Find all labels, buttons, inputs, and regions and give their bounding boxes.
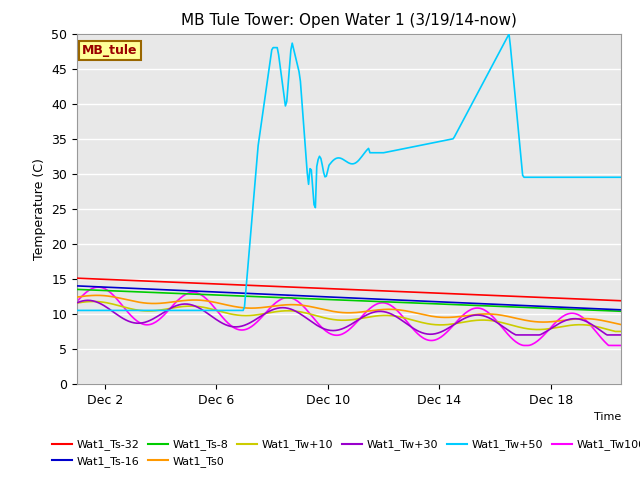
Wat1_Tw100 <box>520 343 528 348</box>
Wat1_Tw+50 <box>415 143 423 148</box>
Wat1_Ts-16 <box>138 286 146 292</box>
Wat1_Tw+50 <box>138 308 146 313</box>
Title: MB Tule Tower: Open Water 1 (3/19/14-now): MB Tule Tower: Open Water 1 (3/19/14-now… <box>181 13 516 28</box>
Wat1_Tw+50 <box>289 40 296 46</box>
Wat1_Tw+50 <box>617 174 625 180</box>
Wat1_Ts0 <box>467 312 475 318</box>
Wat1_Tw+50 <box>466 106 474 111</box>
Line: Wat1_Ts-8: Wat1_Ts-8 <box>77 289 621 311</box>
Wat1_Ts-8 <box>138 289 146 295</box>
Wat1_Tw+10 <box>252 312 259 318</box>
Wat1_Tw+30 <box>140 320 147 325</box>
Wat1_Tw+30 <box>617 332 625 338</box>
Wat1_Tw+30 <box>84 298 92 303</box>
Wat1_Ts-16 <box>289 292 296 298</box>
X-axis label: Time: Time <box>593 412 621 422</box>
Line: Wat1_Tw+10: Wat1_Tw+10 <box>77 301 621 331</box>
Wat1_Tw+30 <box>290 307 298 313</box>
Y-axis label: Temperature (C): Temperature (C) <box>33 158 45 260</box>
Wat1_Tw+10 <box>73 300 81 306</box>
Wat1_Ts-32 <box>617 298 625 304</box>
Wat1_Ts-32 <box>138 278 146 284</box>
Wat1_Tw+10 <box>140 308 147 313</box>
Wat1_Ts-16 <box>415 298 423 304</box>
Wat1_Tw+10 <box>467 318 475 324</box>
Wat1_Ts0 <box>93 292 101 298</box>
Wat1_Tw+30 <box>467 313 475 319</box>
Wat1_Ts-32 <box>73 276 81 281</box>
Wat1_Tw100 <box>290 296 298 302</box>
Wat1_Tw+30 <box>513 332 521 338</box>
Line: Wat1_Tw+50: Wat1_Tw+50 <box>77 34 621 311</box>
Wat1_Tw+30 <box>73 300 81 306</box>
Wat1_Ts-16 <box>466 300 474 306</box>
Wat1_Tw+30 <box>417 329 424 335</box>
Wat1_Ts0 <box>73 294 81 300</box>
Wat1_Ts-8 <box>289 295 296 301</box>
Line: Wat1_Ts-16: Wat1_Ts-16 <box>77 286 621 310</box>
Wat1_Ts-32 <box>250 283 258 288</box>
Wat1_Ts-32 <box>468 292 476 298</box>
Wat1_Tw+30 <box>252 317 259 323</box>
Wat1_Ts-8 <box>466 302 474 308</box>
Line: Wat1_Tw100: Wat1_Tw100 <box>77 287 621 346</box>
Wat1_Ts-8 <box>250 294 258 300</box>
Wat1_Tw+10 <box>417 319 424 325</box>
Wat1_Ts-8 <box>468 302 476 308</box>
Wat1_Ts0 <box>140 300 147 306</box>
Wat1_Tw+30 <box>470 312 477 318</box>
Wat1_Ts-32 <box>415 289 423 295</box>
Wat1_Tw+50 <box>250 191 258 197</box>
Wat1_Ts0 <box>252 305 259 311</box>
Legend: Wat1_Ts-32, Wat1_Ts-16, Wat1_Ts-8, Wat1_Ts0, Wat1_Tw+10, Wat1_Tw+30, Wat1_Tw+50,: Wat1_Ts-32, Wat1_Ts-16, Wat1_Ts-8, Wat1_… <box>47 435 640 471</box>
Wat1_Tw+10 <box>470 318 477 324</box>
Wat1_Ts-8 <box>617 308 625 314</box>
Wat1_Tw+10 <box>290 308 298 314</box>
Wat1_Ts-16 <box>468 300 476 306</box>
Wat1_Tw+50 <box>505 31 513 37</box>
Text: MB_tule: MB_tule <box>82 44 138 57</box>
Wat1_Tw+10 <box>611 328 619 334</box>
Wat1_Tw+10 <box>90 299 97 304</box>
Wat1_Ts0 <box>617 322 625 327</box>
Line: Wat1_Ts-32: Wat1_Ts-32 <box>77 278 621 301</box>
Wat1_Tw100 <box>140 322 147 327</box>
Wat1_Ts-8 <box>415 300 423 306</box>
Wat1_Ts0 <box>290 302 298 308</box>
Wat1_Tw100 <box>467 307 475 312</box>
Wat1_Tw100 <box>252 321 259 326</box>
Wat1_Ts-16 <box>250 291 258 297</box>
Wat1_Tw+50 <box>73 308 81 313</box>
Wat1_Tw100 <box>617 343 625 348</box>
Wat1_Tw100 <box>417 333 424 339</box>
Wat1_Tw100 <box>95 284 102 290</box>
Wat1_Ts-8 <box>73 287 81 292</box>
Line: Wat1_Ts0: Wat1_Ts0 <box>77 295 621 324</box>
Wat1_Tw+50 <box>468 100 476 106</box>
Wat1_Ts-32 <box>466 291 474 297</box>
Wat1_Ts0 <box>470 312 477 318</box>
Wat1_Ts0 <box>417 311 424 317</box>
Line: Wat1_Tw+30: Wat1_Tw+30 <box>77 300 621 335</box>
Wat1_Ts-16 <box>617 307 625 312</box>
Wat1_Tw100 <box>470 306 477 312</box>
Wat1_Tw+10 <box>617 328 625 334</box>
Wat1_Tw100 <box>73 299 81 304</box>
Wat1_Ts-16 <box>73 283 81 289</box>
Wat1_Ts-32 <box>289 284 296 290</box>
